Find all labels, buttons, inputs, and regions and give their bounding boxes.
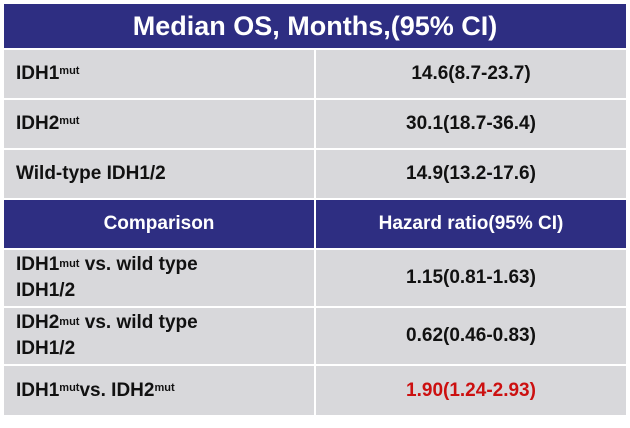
row-label: IDH1 mut vs. IDH2 mut bbox=[4, 366, 316, 415]
comparison-header-row: Comparison Hazard ratio(95% CI) bbox=[4, 200, 626, 250]
table-row: Wild-type IDH1/2 14.9(13.2-17.6) bbox=[4, 150, 626, 200]
mut-superscript: mut bbox=[59, 65, 80, 77]
header-hazard-ratio: Hazard ratio(95% CI) bbox=[378, 213, 564, 234]
row-value: 0.62(0.46-0.83) bbox=[406, 325, 536, 346]
gene-label: IDH1 bbox=[16, 379, 60, 401]
comparison-text-line2: IDH1/2 bbox=[16, 338, 76, 359]
row-value: 30.1(18.7-36.4) bbox=[406, 113, 536, 134]
comparison-text: vs. wild type bbox=[79, 312, 198, 333]
mut-superscript: mut bbox=[59, 381, 80, 394]
comparison-text-line2: IDH1/2 bbox=[16, 280, 76, 301]
gene-label: IDH1 bbox=[16, 254, 60, 275]
gene-label: IDH1 bbox=[16, 63, 60, 84]
header-comparison: Comparison bbox=[4, 200, 316, 248]
table-row: IDH1mut vs. wild type IDH1/2 1.15(0.81-1… bbox=[4, 250, 626, 308]
table-row: IDH1 mut vs. IDH2 mut 1.90(1.24-2.93) bbox=[4, 366, 626, 417]
gene-label: IDH2 bbox=[16, 312, 60, 333]
mut-superscript: mut bbox=[59, 316, 80, 328]
comparison-text: vs. wild type bbox=[79, 254, 198, 275]
table-title: Median OS, Months,(95% CI) bbox=[4, 4, 626, 50]
row-label: IDH2 mut bbox=[4, 100, 316, 148]
table-row: IDH2 mut 30.1(18.7-36.4) bbox=[4, 100, 626, 150]
mut-superscript: mut bbox=[59, 258, 80, 270]
row-label: IDH1mut vs. wild type IDH1/2 bbox=[4, 250, 316, 306]
mut-superscript: mut bbox=[154, 381, 175, 394]
gene-label: IDH2 bbox=[16, 113, 60, 134]
row-value: 14.9(13.2-17.6) bbox=[406, 163, 536, 184]
os-table: Median OS, Months,(95% CI) IDH1 mut 14.6(… bbox=[4, 4, 626, 417]
comparison-text: vs. IDH2 bbox=[79, 379, 155, 401]
mut-superscript: mut bbox=[59, 115, 80, 127]
row-label: IDH2mut vs. wild type IDH1/2 bbox=[4, 308, 316, 364]
table-row: IDH2mut vs. wild type IDH1/2 0.62(0.46-0… bbox=[4, 308, 626, 366]
table-row: IDH1 mut 14.6(8.7-23.7) bbox=[4, 50, 626, 100]
row-value: 14.6(8.7-23.7) bbox=[411, 63, 531, 84]
row-value-highlighted: 1.90(1.24-2.93) bbox=[406, 379, 536, 401]
row-value: 1.15(0.81-1.63) bbox=[406, 267, 536, 288]
title-text: Median OS, Months,(95% CI) bbox=[132, 10, 498, 41]
row-label: Wild-type IDH1/2 bbox=[4, 150, 316, 198]
row-label: IDH1 mut bbox=[4, 50, 316, 98]
